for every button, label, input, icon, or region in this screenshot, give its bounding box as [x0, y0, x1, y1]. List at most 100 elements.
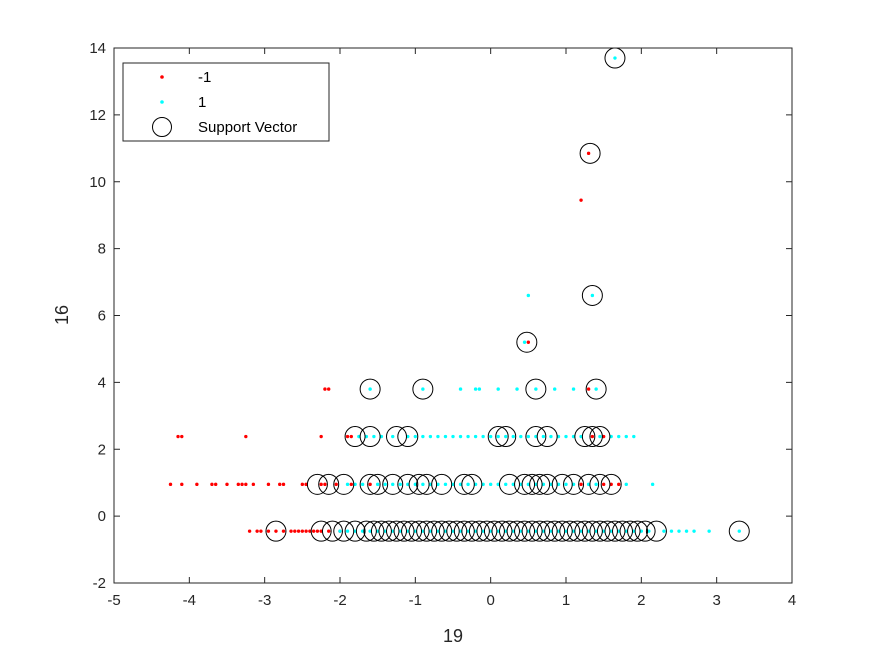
data-point-neg1: [266, 482, 271, 487]
data-point-pos1: [345, 529, 350, 533]
y-axis-title: 16: [52, 305, 72, 325]
plot-frame: [113, 47, 793, 584]
data-point-pos1: [511, 434, 515, 439]
legend: -1 1 Support Vector: [122, 62, 330, 142]
data-point-neg1: [327, 529, 331, 533]
x-tick-label: -5: [107, 592, 120, 609]
data-point-pos1: [458, 387, 463, 391]
support-vector-circle: [306, 473, 328, 495]
data-point-pos1: [504, 434, 508, 439]
support-vector-circle: [321, 520, 343, 542]
data-point-pos1: [677, 529, 681, 533]
data-point-pos1: [598, 434, 602, 439]
support-vector-circle: [401, 520, 423, 542]
support-vector-circle: [344, 520, 366, 542]
data-point-neg1: [281, 482, 286, 487]
support-vector-circle: [386, 520, 407, 542]
data-point-neg1: [349, 482, 353, 487]
data-point-pos1: [360, 482, 365, 487]
data-point-pos1: [473, 434, 478, 439]
data-point-neg1: [293, 529, 297, 533]
data-point-pos1: [564, 482, 568, 487]
support-vector-circle: [310, 520, 332, 542]
x-tick-label: 0: [486, 592, 494, 609]
data-point-pos1: [368, 387, 372, 391]
support-vector-circle: [359, 473, 381, 495]
data-point-neg1: [311, 529, 316, 533]
data-point-pos1: [515, 387, 519, 391]
data-point-neg1: [278, 482, 282, 487]
data-point-pos1: [541, 434, 546, 439]
support-vector-circle: [416, 473, 438, 495]
data-point-neg1: [180, 482, 184, 487]
data-point-pos1: [594, 482, 598, 487]
support-vector-circle: [363, 520, 385, 542]
data-point-pos1: [737, 529, 741, 533]
data-point-pos1: [428, 434, 433, 439]
data-point-neg1: [281, 529, 286, 533]
support-vector-circle: [529, 473, 551, 495]
support-vector-circle: [536, 426, 558, 448]
x-tick-label: 1: [562, 592, 570, 609]
support-vector-circle: [423, 520, 445, 542]
support-vector-circle: [408, 520, 430, 542]
data-point-pos1: [443, 482, 448, 487]
data-point-pos1: [421, 434, 425, 439]
support-vector-circle: [416, 520, 438, 542]
support-vector-circle: [589, 520, 611, 542]
x-tick-label: -1: [409, 592, 422, 609]
support-vector-circle: [461, 473, 483, 495]
support-vector-circle: [645, 520, 667, 542]
support-vector-circle: [581, 426, 603, 448]
data-point-pos1: [398, 482, 402, 487]
support-vector-circle: [529, 520, 551, 542]
legend-marker-neg1: [160, 75, 164, 79]
x-tick-label: -2: [333, 592, 346, 609]
support-vector-circle: [378, 520, 400, 542]
data-point-neg1: [225, 482, 229, 487]
legend-marker-pos1: [160, 100, 164, 104]
support-vector-circle: [367, 473, 389, 495]
y-tick-label: 8: [98, 241, 106, 258]
data-point-neg1: [327, 387, 331, 391]
data-point-pos1: [488, 482, 493, 487]
data-point-neg1: [334, 482, 338, 487]
data-point-neg1: [319, 434, 323, 439]
y-tick-label: -2: [93, 575, 106, 592]
data-point-neg1: [345, 434, 350, 439]
support-vector-circles: [265, 47, 750, 542]
data-point-neg1: [255, 529, 259, 533]
x-tick-label: 4: [788, 592, 796, 609]
data-point-pos1: [466, 434, 470, 439]
support-vector-circle: [514, 520, 536, 542]
data-point-pos1: [496, 434, 500, 439]
support-vector-circle: [438, 520, 460, 542]
data-point-pos1: [443, 434, 448, 439]
support-vector-circle: [536, 473, 558, 495]
data-point-neg1: [349, 434, 353, 439]
data-point-pos1: [522, 340, 527, 344]
data-point-neg1: [266, 529, 271, 533]
legend-box: [122, 62, 330, 142]
support-vector-circle: [581, 520, 603, 542]
support-vector-circle: [574, 426, 596, 448]
x-tick-label: -4: [183, 592, 196, 609]
data-point-neg1: [210, 482, 214, 487]
data-point-neg1: [304, 529, 308, 533]
support-vector-circle: [728, 520, 750, 542]
data-point-pos1: [436, 434, 440, 439]
y-tick-label: 4: [98, 374, 106, 391]
support-vector-circle: [600, 473, 622, 495]
data-point-pos1: [519, 434, 523, 439]
support-vector-circle: [551, 473, 573, 495]
support-vector-circle: [544, 520, 566, 542]
support-vector-circle: [431, 473, 453, 495]
data-point-pos1: [632, 434, 636, 439]
support-vector-circle: [453, 473, 475, 495]
data-point-neg1: [579, 198, 583, 202]
data-point-pos1: [684, 529, 689, 533]
data-point-pos1: [473, 387, 478, 391]
support-vector-circle: [634, 520, 656, 542]
y-tick-label: 0: [98, 508, 106, 525]
support-vector-circle: [516, 331, 538, 353]
